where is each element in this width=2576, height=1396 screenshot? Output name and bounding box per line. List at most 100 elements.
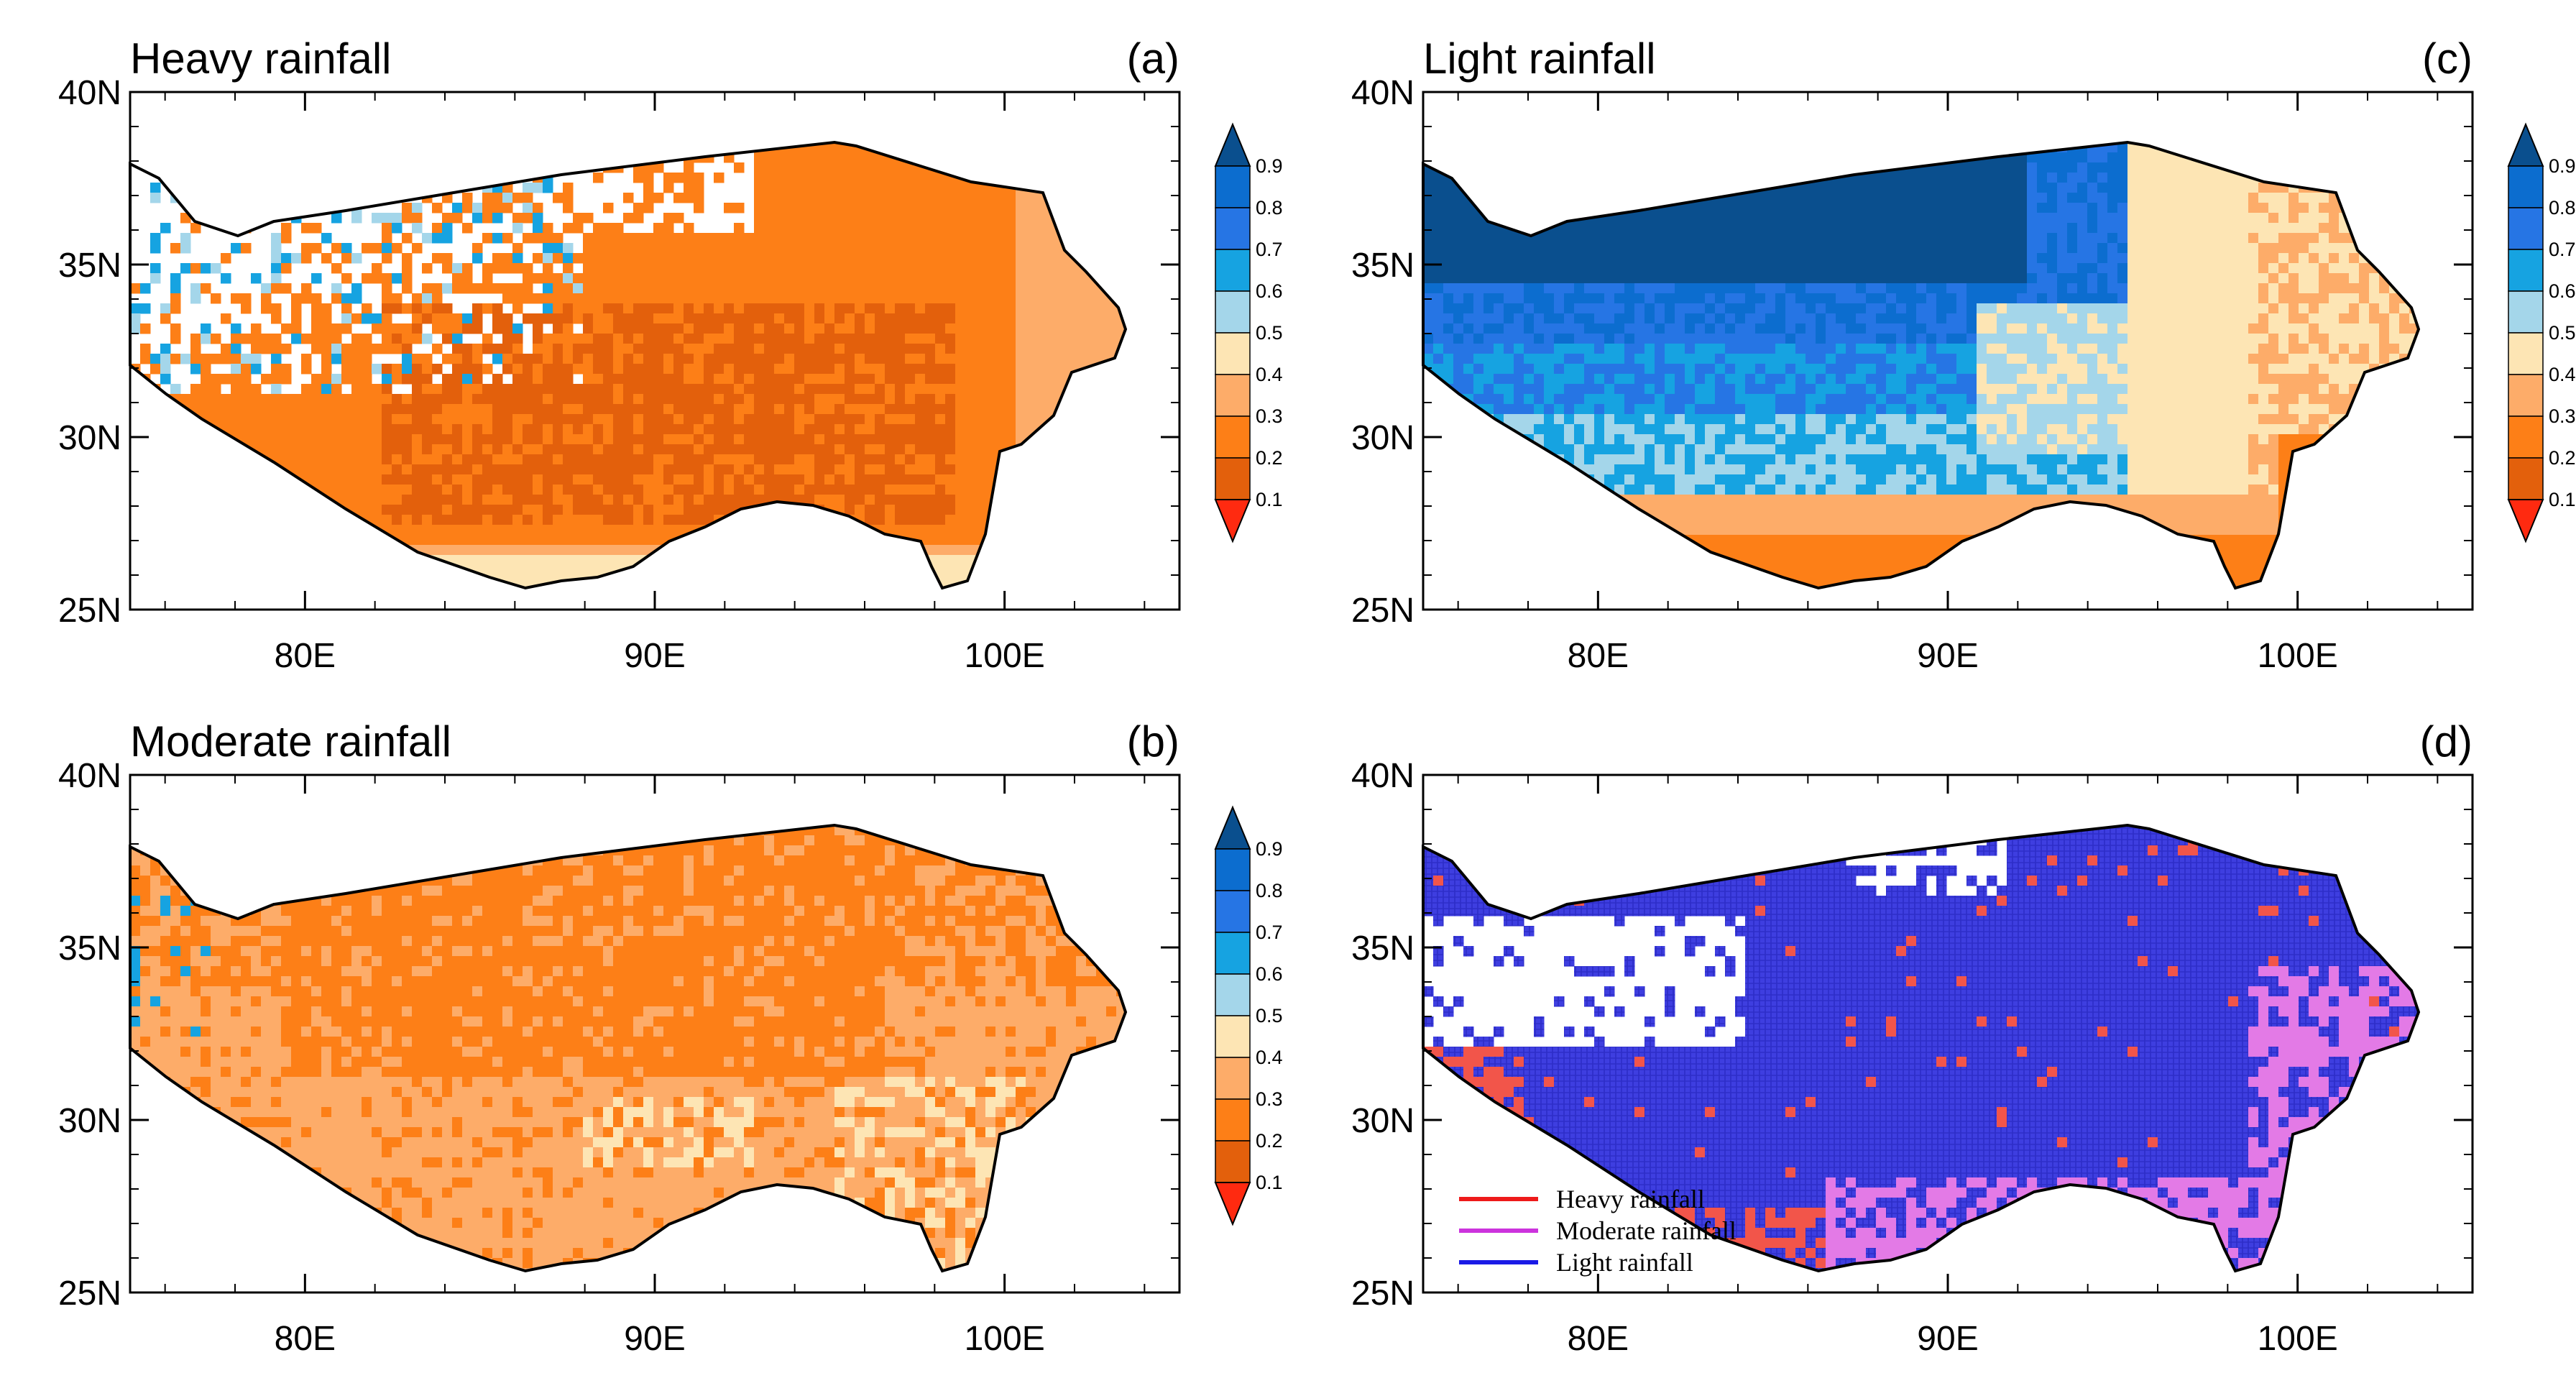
grid-cell — [1544, 203, 1555, 213]
grid-cell — [2268, 152, 2279, 163]
grid-cell — [2278, 173, 2289, 183]
grid-cell — [512, 354, 523, 364]
grid-cell — [462, 525, 473, 536]
grid-cell — [1977, 193, 1987, 203]
grid-cell — [190, 515, 201, 525]
grid-cell — [2389, 162, 2400, 173]
grid-cell — [704, 374, 714, 385]
grid-cell — [1016, 203, 1026, 213]
grid-cell — [1056, 183, 1067, 193]
grid-cell — [784, 474, 795, 485]
grid-cell — [955, 233, 966, 244]
grid-cell — [1514, 162, 1524, 173]
grid-cell — [824, 374, 835, 385]
grid-cell — [814, 474, 825, 485]
grid-cell — [201, 374, 211, 385]
grid-cell — [2087, 183, 2098, 193]
grid-cell — [392, 344, 402, 354]
grid-cell — [1826, 203, 1836, 213]
grid-cell — [724, 565, 735, 576]
grid-cell — [1026, 444, 1036, 455]
grid-cell — [321, 323, 332, 334]
grid-cell — [241, 384, 252, 395]
grid-cell — [774, 263, 785, 274]
grid-cell — [211, 555, 221, 566]
grid-cell — [1423, 142, 1434, 153]
grid-cell — [372, 495, 382, 505]
grid-cell — [1076, 152, 1087, 163]
grid-cell — [2027, 213, 2038, 224]
grid-cell — [512, 394, 523, 405]
grid-cell — [925, 253, 936, 264]
grid-cell — [915, 404, 926, 415]
grid-cell — [684, 162, 694, 173]
grid-cell — [1096, 223, 1107, 234]
grid-cell — [351, 404, 362, 415]
grid-cell — [1806, 152, 1816, 163]
grid-cell — [412, 303, 423, 314]
grid-cell — [160, 424, 171, 435]
grid-cell — [372, 474, 382, 485]
grid-cell — [834, 344, 845, 354]
grid-cell — [875, 444, 886, 455]
grid-cell — [1644, 193, 1655, 203]
grid-cell — [724, 344, 735, 354]
grid-cell — [1685, 183, 1696, 193]
grid-cell — [2399, 223, 2410, 234]
grid-cell — [1046, 404, 1057, 415]
grid-cell — [533, 293, 543, 304]
grid-cell — [865, 545, 875, 556]
grid-cell — [1036, 565, 1046, 576]
grid-cell — [1594, 173, 1605, 183]
grid-cell — [351, 555, 362, 566]
grid-cell — [1614, 213, 1625, 224]
grid-cell — [1876, 183, 1887, 193]
grid-cell — [1655, 142, 1665, 153]
grid-cell — [190, 364, 201, 375]
grid-cell — [724, 394, 735, 405]
grid-cell — [885, 323, 896, 334]
grid-cell — [2228, 142, 2239, 153]
grid-cell — [2399, 193, 2410, 203]
grid-cell — [472, 394, 483, 405]
grid-cell — [2288, 193, 2299, 203]
grid-cell — [2399, 203, 2410, 213]
grid-cell — [553, 193, 564, 203]
grid-cell — [1685, 152, 1696, 163]
grid-cell — [875, 203, 886, 213]
grid-cell — [2148, 162, 2158, 173]
grid-cell — [452, 515, 463, 525]
grid-cell — [1936, 173, 1947, 183]
grid-cell — [392, 565, 402, 576]
grid-cell — [1644, 243, 1655, 254]
grid-cell — [1016, 585, 1026, 588]
grid-cell — [1026, 404, 1036, 415]
grid-cell — [211, 575, 221, 586]
grid-cell — [301, 223, 312, 234]
grid-cell — [160, 454, 171, 465]
grid-cell — [432, 505, 443, 515]
grid-cell — [382, 464, 392, 475]
grid-cell — [1936, 193, 1947, 203]
grid-cell — [2097, 183, 2108, 193]
grid-cell — [2218, 152, 2229, 163]
grid-cell — [392, 515, 402, 525]
grid-cell — [1096, 142, 1107, 153]
grid-cell — [442, 495, 453, 505]
grid-cell — [573, 525, 584, 536]
grid-cell — [593, 173, 604, 183]
grid-cell — [895, 344, 906, 354]
grid-cell — [995, 344, 1006, 354]
grid-cell — [885, 505, 896, 515]
grid-cell — [714, 243, 724, 254]
grid-cell — [382, 414, 392, 425]
grid-cell — [875, 273, 886, 284]
grid-cell — [643, 152, 654, 163]
grid-cell — [1026, 152, 1036, 163]
grid-cell — [935, 253, 946, 264]
grid-cell — [2409, 203, 2419, 213]
grid-cell — [251, 515, 262, 525]
grid-cell — [2228, 183, 2239, 193]
grid-cell — [2148, 152, 2158, 163]
grid-cell — [402, 525, 413, 536]
